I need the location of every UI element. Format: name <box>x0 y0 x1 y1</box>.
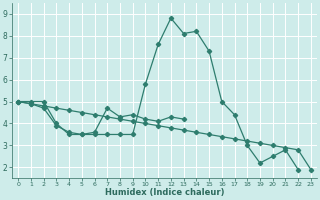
X-axis label: Humidex (Indice chaleur): Humidex (Indice chaleur) <box>105 188 224 197</box>
